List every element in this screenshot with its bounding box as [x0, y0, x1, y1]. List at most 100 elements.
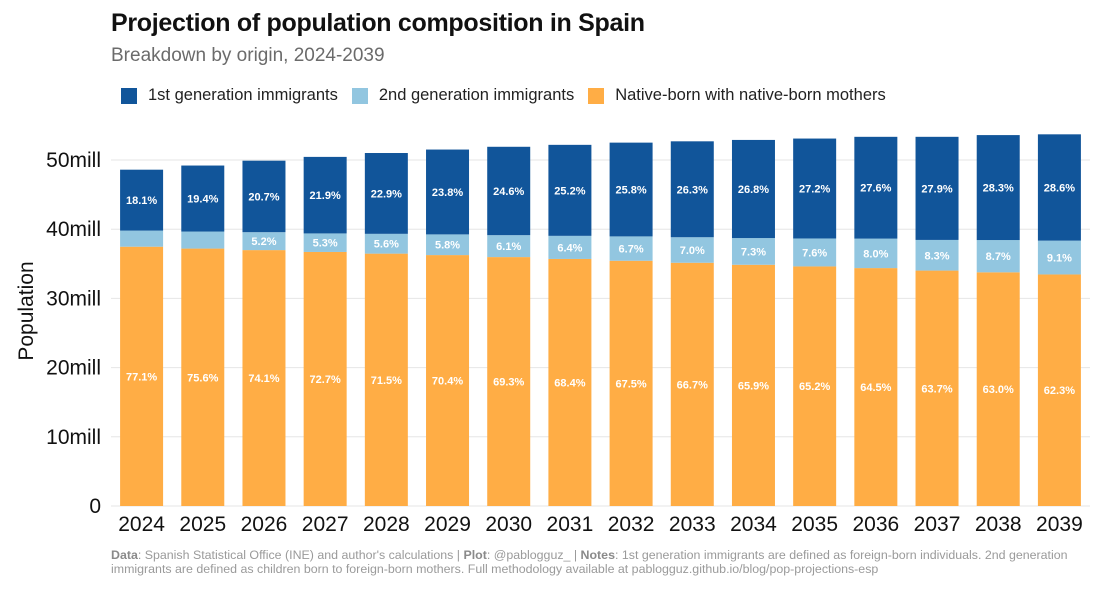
footer-caption: Data: Spanish Statistical Office (INE) a…: [111, 548, 1096, 576]
bar-segment: [303, 251, 347, 506]
data-label: 75.6%: [187, 372, 218, 384]
data-label: 5.3%: [313, 238, 338, 250]
footer-plot-text: : @pablogguz_ |: [486, 548, 581, 562]
data-label: 5.8%: [435, 240, 460, 252]
data-label: 74.1%: [248, 373, 279, 385]
y-tick-label: 0: [89, 495, 101, 518]
bar-segment: [1037, 240, 1081, 275]
data-label: 20.7%: [248, 191, 279, 203]
data-label: 28.6%: [1044, 182, 1075, 194]
bar-segment: [854, 136, 898, 239]
chart-subtitle: Breakdown by origin, 2024-2039: [111, 45, 385, 66]
x-tick-label: 2034: [730, 513, 777, 536]
data-label: 26.8%: [738, 184, 769, 196]
data-label: 68.4%: [554, 377, 585, 389]
data-label: 27.9%: [921, 183, 952, 195]
bar-segment: [364, 253, 408, 506]
bar-segment: [548, 235, 592, 259]
x-tick-label: 2028: [363, 513, 410, 536]
data-label: 26.3%: [677, 184, 708, 196]
bar-segment: [976, 135, 1020, 241]
bar-segment: [976, 272, 1020, 506]
bar-segment: [793, 266, 837, 506]
data-label: 25.8%: [615, 185, 646, 197]
data-label: 22.9%: [371, 188, 402, 200]
data-label: 63.0%: [983, 384, 1014, 396]
chart-title: Projection of population composition in …: [111, 9, 645, 37]
data-label: 23.8%: [432, 187, 463, 199]
legend-swatch-native: [588, 87, 605, 104]
legend-item-1st-gen: 1st generation immigrants: [121, 86, 338, 105]
y-tick-label: 50mill: [46, 149, 101, 172]
data-label: 64.5%: [860, 382, 891, 394]
legend-label-native: Native-born with native-born mothers: [615, 86, 886, 104]
bar-segment: [609, 142, 653, 237]
data-label: 7.6%: [802, 247, 827, 259]
x-tick-label: 2036: [852, 513, 899, 536]
bar-segment: [548, 144, 592, 236]
data-label: 27.6%: [860, 183, 891, 195]
bar-segment: [854, 238, 898, 269]
bar-segment: [181, 165, 225, 232]
data-label: 65.2%: [799, 381, 830, 393]
data-label: 8.7%: [986, 251, 1011, 263]
footer-plot-label: Plot: [463, 548, 487, 562]
bar-segment: [548, 258, 592, 506]
bar-segment: [915, 136, 959, 240]
bar-segment: [120, 230, 164, 247]
bar-segment: [793, 238, 837, 267]
bar-segment: [120, 246, 164, 507]
bar-segment: [364, 233, 408, 254]
bar-segment: [364, 153, 408, 234]
x-tick-label: 2030: [485, 513, 532, 536]
y-tick-label: 10mill: [46, 426, 101, 449]
data-label: 6.7%: [619, 244, 644, 256]
footer-data-text: : Spanish Statistical Office (INE) and a…: [137, 548, 464, 562]
x-tick-label: 2032: [608, 513, 655, 536]
bar-segment: [303, 233, 347, 252]
data-label: 8.3%: [924, 250, 949, 262]
bar-segment: [731, 238, 775, 265]
data-label: 5.6%: [374, 239, 399, 251]
x-tick-label: 2033: [669, 513, 716, 536]
data-label: 9.1%: [1047, 253, 1072, 265]
bar-segment: [731, 264, 775, 506]
bar-segment: [426, 149, 470, 235]
y-tick-label: 30mill: [46, 287, 101, 310]
data-label: 70.4%: [432, 376, 463, 388]
bar-segment: [1037, 134, 1081, 241]
stacked-bar-chart: 0 10mill 20mill 30mill 40mill 50mill Populatio…: [15, 134, 1090, 536]
x-tick-label: 2027: [302, 513, 349, 536]
x-tick-label: 2035: [791, 513, 838, 536]
data-label: 6.1%: [496, 241, 521, 253]
legend-label-1st-gen: 1st generation immigrants: [148, 86, 338, 104]
data-label: 77.1%: [126, 371, 157, 383]
bar-segment: [242, 232, 286, 251]
x-tick-label: 2026: [241, 513, 288, 536]
data-label: 28.3%: [983, 183, 1014, 195]
x-tick-label: 2025: [179, 513, 226, 536]
data-label: 69.3%: [493, 377, 524, 389]
bar-segment: [793, 138, 837, 239]
legend: 1st generation immigrants 2nd generation…: [121, 86, 900, 105]
legend-item-2nd-gen: 2nd generation immigrants: [351, 86, 574, 105]
y-tick-label: 20mill: [46, 357, 101, 380]
bar-segment: [670, 237, 714, 263]
bar-segment: [609, 260, 653, 506]
bar-segment: [487, 257, 531, 506]
data-label: 67.5%: [615, 378, 646, 390]
footer-notes-text: : 1st generation immigrants are defined …: [111, 548, 1068, 576]
data-label: 5.2%: [251, 236, 276, 248]
data-label: 7.3%: [741, 246, 766, 258]
y-axis-title: Population: [15, 261, 38, 360]
bar-segment: [181, 248, 225, 507]
footer-data-label: Data: [111, 548, 138, 562]
bar-segment: [426, 234, 470, 256]
bar-segment: [670, 141, 714, 238]
data-label: 72.7%: [310, 374, 341, 386]
data-label: 7.0%: [680, 245, 705, 257]
data-label: 19.4%: [187, 194, 218, 206]
bar-segment: [242, 250, 286, 506]
data-label: 6.4%: [557, 242, 582, 254]
legend-item-native: Native-born with native-born mothers: [588, 86, 886, 105]
